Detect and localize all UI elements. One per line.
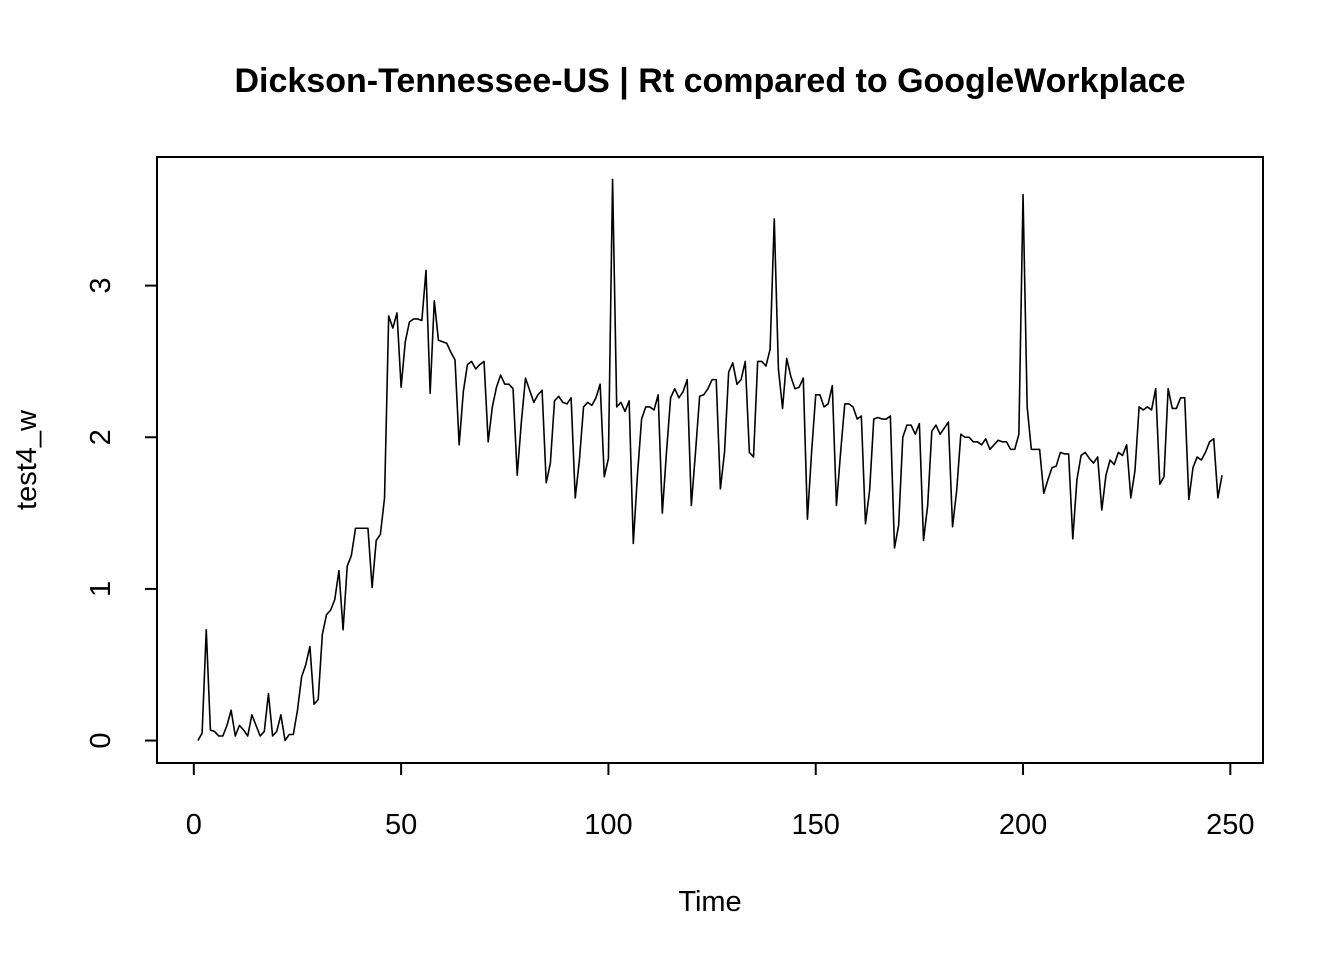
- x-tick-label: 100: [584, 809, 632, 841]
- chart-title: Dickson-Tennessee-US | Rt compared to Go…: [234, 62, 1185, 100]
- series-line: [197, 178, 1223, 742]
- x-axis-label: Time: [678, 886, 741, 918]
- x-tick-label: 50: [385, 809, 417, 841]
- y-tick-label: 3: [85, 278, 117, 294]
- x-tick-label: 250: [1206, 809, 1254, 841]
- y-tick-label: 0: [85, 732, 117, 748]
- x-tick-label: 150: [792, 809, 840, 841]
- x-tick-label: 200: [999, 809, 1047, 841]
- x-tick-label: 0: [186, 809, 202, 841]
- y-tick-label: 2: [85, 429, 117, 445]
- y-axis-label: test4_w: [11, 409, 43, 510]
- y-tick-label: 1: [85, 581, 117, 597]
